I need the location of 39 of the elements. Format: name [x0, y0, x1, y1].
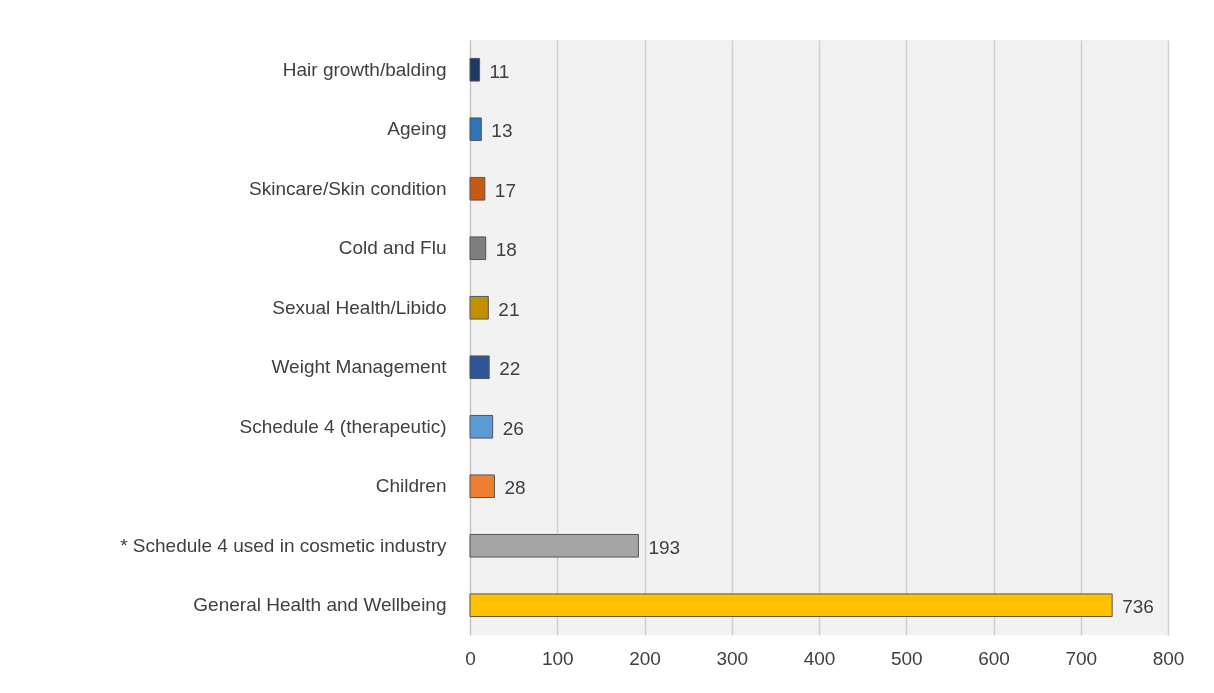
bar: [469, 295, 489, 320]
bar: [469, 355, 490, 380]
y-tick-label: Weight Management: [271, 356, 448, 378]
data-label: 18: [495, 239, 517, 261]
y-tick-label: Schedule 4 (therapeutic): [239, 415, 447, 437]
x-tick-label: 500: [890, 647, 923, 669]
y-tick-label: Skincare/Skin condition: [249, 177, 447, 199]
bar: [469, 117, 482, 142]
data-label: 26: [502, 417, 524, 439]
bar: [469, 474, 495, 499]
bar: [469, 236, 487, 261]
bar: [469, 57, 481, 82]
data-label: 193: [648, 536, 681, 558]
y-tick-label: Cold and Flu: [338, 237, 447, 259]
data-label: 17: [494, 179, 516, 201]
x-tick-label: 400: [803, 647, 836, 669]
y-tick-label: Hair growth/balding: [282, 58, 447, 80]
x-tick-label: 800: [1152, 647, 1185, 669]
x-tick-label: 700: [1065, 647, 1098, 669]
data-label: 28: [504, 477, 526, 499]
data-label: 11: [489, 60, 510, 82]
bar: [469, 593, 1113, 618]
x-tick-label: 300: [716, 647, 749, 669]
y-tick-label: Children: [375, 475, 447, 497]
y-tick-label: Sexual Health/Libido: [272, 296, 447, 318]
data-label: 21: [498, 298, 520, 320]
y-tick-label: Ageing: [387, 118, 447, 140]
y-tick-label: General Health and Wellbeing: [193, 594, 447, 616]
x-tick-label: 0: [465, 647, 476, 669]
data-label: 736: [1122, 596, 1154, 618]
x-tick-label: 100: [541, 647, 574, 669]
x-tick-label: 200: [629, 647, 661, 669]
data-label: 13: [491, 120, 513, 142]
y-tick-label: * Schedule 4 used in cosmetic industry: [120, 534, 447, 556]
x-tick-label: 600: [978, 647, 1010, 669]
bar: [469, 414, 494, 439]
data-label: 22: [499, 358, 521, 380]
bar: [469, 533, 639, 558]
bar: [469, 176, 486, 201]
